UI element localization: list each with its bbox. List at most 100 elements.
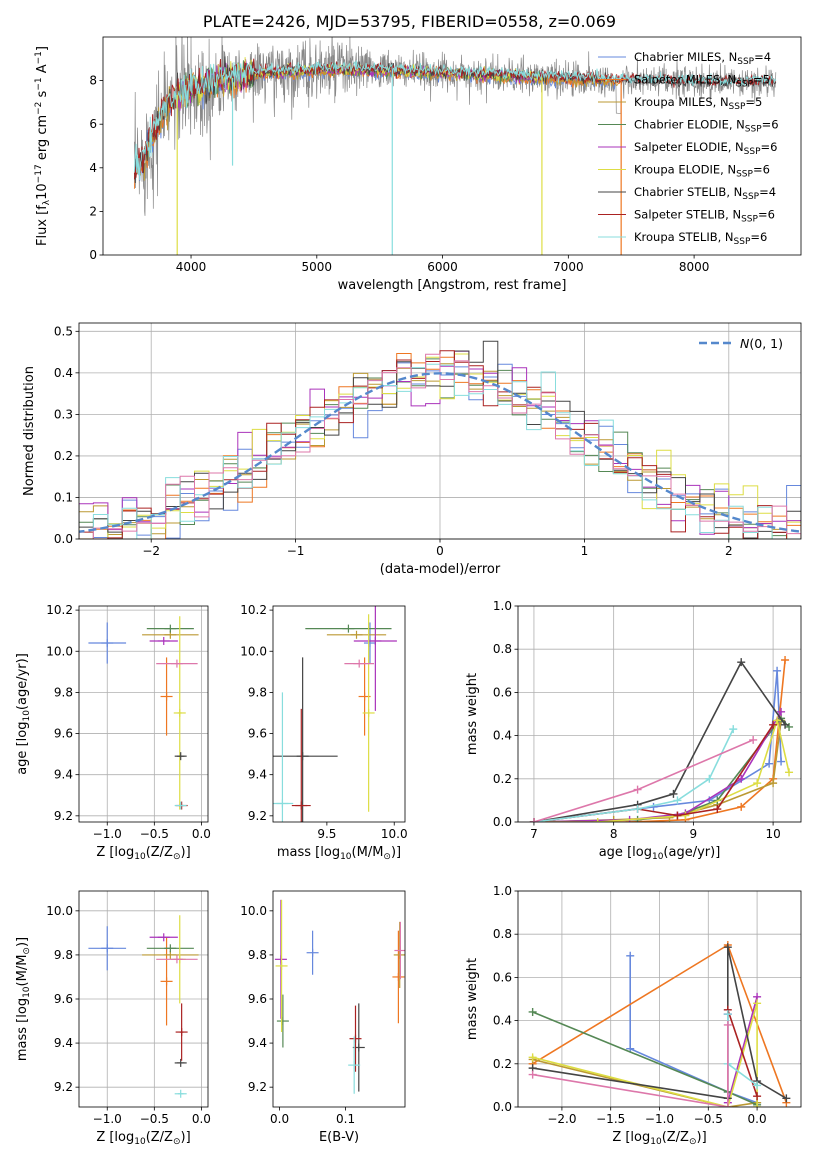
errorbar-point [394, 921, 405, 980]
series-marker [765, 759, 774, 768]
legend-label: Salpeter MILES, NSSP=5 [634, 73, 770, 90]
series-marker [781, 720, 790, 729]
y-tick-label: 9.4 [54, 1036, 73, 1050]
series-marker [529, 818, 538, 822]
errorbar-point [149, 933, 178, 942]
x-tick-label: −0.5 [140, 1112, 169, 1126]
legend-label: Chabrier ELODIE, NSSP=6 [634, 118, 779, 135]
legend-label: Salpeter ELODIE, NSSP=6 [634, 140, 777, 157]
x-tick-label: 0.0 [748, 1112, 767, 1126]
plot-area [529, 656, 794, 822]
series-marker [681, 811, 690, 820]
series-marker [753, 1103, 762, 1107]
y-tick-label: 0.3 [54, 407, 73, 421]
errorbar-point [160, 937, 173, 1026]
x-tick-label: −0.5 [140, 827, 169, 841]
series-marker [737, 774, 746, 783]
series-marker [723, 943, 732, 952]
series-marker [723, 1020, 732, 1029]
y-tick-label: 10.0 [240, 904, 267, 918]
x-tick-label: −2.0 [547, 1112, 576, 1126]
errorbar-point [393, 921, 405, 988]
y-tick-label: 0 [89, 248, 97, 262]
series-marker [777, 757, 786, 766]
y-tick-label: 1.0 [493, 884, 512, 898]
errorbar-point [274, 899, 287, 1019]
plot-area [88, 616, 199, 810]
y-tick-label: 0.5 [54, 324, 73, 338]
legend-label: Kroupa STELIB, NSSP=6 [634, 230, 767, 247]
y-tick-label: 9.4 [248, 768, 267, 782]
series-marker [705, 774, 714, 783]
errorbar-point [146, 944, 194, 953]
axes-frame [517, 605, 802, 823]
x-axis-label: wavelength [Angstrom, rest frame] [338, 278, 567, 293]
x-tick-label: 4000 [176, 260, 207, 274]
x-tick-label: 0.0 [192, 827, 211, 841]
y-axis-label: mass [log10(M/M⊙)] [15, 937, 32, 1061]
series-marker [753, 1092, 762, 1101]
y-axis-label: mass weight [465, 673, 480, 755]
y-tick-label: 0.2 [493, 1057, 512, 1071]
errorbar-point [276, 994, 289, 1048]
y-tick-label: 9.2 [54, 1080, 73, 1094]
series-marker [713, 805, 722, 814]
legend-label: Chabrier STELIB, NSSP=4 [634, 185, 776, 202]
axes-frame [272, 605, 406, 823]
series-marker [593, 818, 602, 822]
plot-area [88, 915, 199, 1098]
series-marker [753, 779, 762, 788]
y-tick-label: 0.2 [493, 772, 512, 786]
series-marker [528, 1007, 537, 1016]
x-tick-label: 5000 [302, 260, 333, 274]
plot-area [273, 606, 397, 822]
series-line-chabrier_elodie [532, 1011, 758, 1106]
series-marker [626, 951, 635, 960]
series-marker [785, 768, 794, 777]
massweight_vs_age-panel: 7 8 9 10 0.0 0.2 0.4 0.6 0.8 1.0 age [log10(age/yr… [465, 599, 802, 862]
plot-area [133, 37, 777, 255]
errorbar-point [326, 630, 387, 639]
x-tick-label: 0.1 [336, 1112, 355, 1126]
x-tick-label: −2 [142, 544, 160, 558]
series-line-salpeter_miles [533, 659, 786, 822]
series-marker [753, 999, 762, 1008]
y-tick-label: 4 [89, 161, 97, 175]
errorbar-point [174, 1058, 187, 1067]
x-tick-label: 1 [581, 544, 589, 558]
legend: N(0, 1) [699, 336, 783, 351]
y-tick-label: 1.0 [493, 599, 512, 613]
y-tick-label: 10.0 [46, 904, 73, 918]
spectrum-panel: 4000 5000 6000 7000 8000 0 2 4 6 8 wavelength [Ang… [34, 36, 802, 293]
errorbar-point [174, 801, 187, 810]
y-tick-label: 9.8 [54, 685, 73, 699]
errorbar-point [348, 1036, 361, 1094]
grid [79, 606, 208, 822]
mass_vs_Z-panel: −1.0 −0.5 0.0 9.2 9.4 9.6 9.8 10.0 Z [log10(Z/Z⊙… [15, 890, 211, 1147]
x-tick-label: 0.0 [192, 1112, 211, 1126]
series-marker [633, 805, 642, 814]
axes-frame [102, 36, 802, 256]
x-axis-label: Z [log10(Z/Z⊙)] [612, 1130, 706, 1147]
x-tick-label: 0 [436, 544, 444, 558]
errorbar-point [88, 926, 127, 971]
plot-area [274, 899, 405, 1094]
series-marker [633, 785, 642, 794]
series-marker [782, 1094, 791, 1103]
mass_vs_ebv-panel: 0.0 0.1 9.2 9.4 9.6 9.8 10.0 E(B-V) [240, 890, 406, 1145]
grid [79, 323, 801, 540]
x-tick-label: 9.5 [317, 827, 336, 841]
errorbar-point [146, 624, 194, 633]
series-marker [673, 811, 682, 820]
errorbar-point [392, 930, 405, 1024]
series-line-pink [532, 1024, 729, 1107]
y-tick-label: 10.2 [240, 603, 267, 617]
errorbar-point [156, 955, 198, 964]
errorbar-point [362, 614, 375, 812]
x-tick-label: 8000 [679, 260, 710, 274]
errorbar-point [352, 1003, 365, 1092]
errorbar-point [305, 624, 392, 633]
errorbar-point [174, 1089, 187, 1098]
x-tick-label: −1.5 [596, 1112, 625, 1126]
y-axis-label: age [log10(age/yr)] [15, 653, 32, 775]
